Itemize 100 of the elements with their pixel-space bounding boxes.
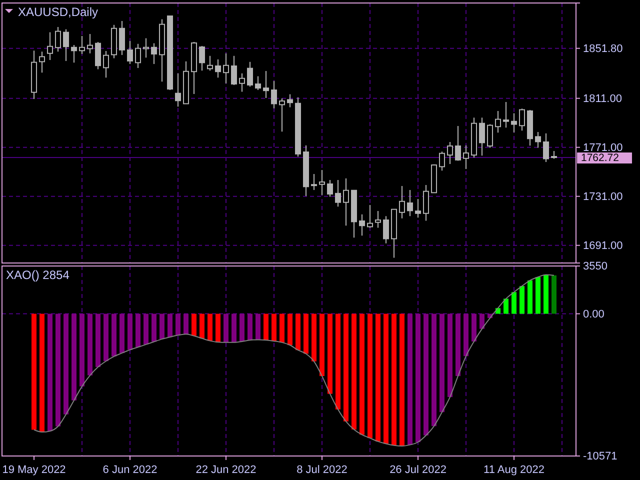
bar	[504, 298, 508, 314]
bar	[144, 314, 148, 344]
bar	[296, 314, 300, 350]
candlestick	[231, 55, 237, 86]
bar	[432, 314, 436, 426]
x-tick-label: 8 Jul 2022	[296, 464, 348, 476]
y-tick-label: 3550	[583, 260, 608, 273]
candlestick	[447, 141, 453, 164]
candlestick	[367, 204, 373, 228]
bar	[120, 314, 124, 354]
candlestick	[415, 198, 421, 218]
bar	[280, 314, 284, 342]
candlestick	[47, 32, 53, 60]
bar	[536, 277, 540, 314]
bar	[184, 314, 188, 334]
x-tick-label: 22 Jun 2022	[196, 464, 256, 476]
candlestick	[543, 132, 549, 163]
candlestick	[439, 151, 445, 172]
bar	[256, 314, 260, 340]
candlestick	[535, 132, 541, 148]
bar	[264, 314, 268, 340]
bar	[192, 314, 196, 336]
bar	[328, 314, 332, 394]
candlestick	[479, 117, 485, 156]
candlestick	[175, 72, 181, 108]
candlestick	[199, 46, 205, 72]
bar	[472, 314, 476, 342]
candlestick	[327, 180, 333, 198]
bar	[520, 286, 524, 314]
candlestick	[495, 110, 501, 134]
bar	[384, 314, 388, 444]
candlestick	[55, 26, 61, 52]
candlestick	[255, 76, 261, 90]
chart-title: XAUUSD,Daily	[18, 5, 98, 19]
candlestick	[463, 144, 469, 170]
bar	[240, 314, 244, 342]
bar	[552, 275, 556, 314]
bar	[376, 314, 380, 442]
bar	[456, 314, 460, 376]
x-tick-label: 6 Jun 2022	[102, 464, 158, 476]
bar	[104, 314, 108, 362]
bar	[248, 314, 252, 340]
y-tick-label: 1691.00	[583, 240, 623, 252]
candlestick	[423, 184, 429, 222]
candlestick	[407, 189, 413, 217]
bar	[72, 314, 76, 400]
bar	[96, 314, 100, 368]
bar	[392, 314, 396, 446]
candlestick	[279, 98, 285, 132]
bar	[312, 314, 316, 362]
candlestick	[63, 28, 69, 62]
bar	[272, 314, 276, 342]
bar	[40, 314, 44, 432]
candlestick	[215, 58, 221, 78]
y-tick-label: -10571	[583, 450, 618, 463]
bar	[232, 314, 236, 342]
bar	[64, 314, 68, 414]
bar	[352, 314, 356, 430]
candlestick	[263, 70, 269, 98]
candlestick	[151, 42, 157, 65]
bar	[408, 314, 412, 445]
candlestick	[383, 216, 389, 244]
bar	[368, 314, 372, 438]
bar	[136, 314, 140, 348]
bar	[360, 314, 364, 435]
bar	[168, 314, 172, 338]
candlestick	[71, 44, 77, 64]
bar	[528, 280, 532, 314]
bar	[216, 314, 220, 342]
candlestick	[487, 124, 493, 148]
bar	[48, 314, 52, 432]
y-tick-label: 1771.00	[583, 142, 623, 154]
candlestick	[207, 55, 213, 72]
bar	[56, 314, 60, 426]
candlestick	[343, 178, 349, 226]
candlestick	[119, 20, 125, 56]
y-tick-label: 1731.00	[583, 190, 623, 203]
candlestick	[503, 102, 509, 128]
bar	[112, 314, 116, 356]
bar	[336, 314, 340, 410]
candlestick	[375, 210, 381, 228]
candlestick	[135, 43, 141, 68]
x-tick-label: 26 Jul 2022	[390, 464, 446, 476]
candlestick	[399, 186, 405, 219]
bar	[80, 314, 84, 386]
bar	[400, 314, 404, 446]
candlestick	[311, 174, 317, 190]
bar	[544, 274, 548, 314]
bar	[160, 314, 164, 340]
candlestick	[319, 170, 325, 196]
x-tick-label: 19 May 2022	[2, 464, 66, 476]
candlestick	[287, 94, 293, 108]
bar	[208, 314, 212, 341]
bar	[88, 314, 92, 376]
candlestick	[239, 72, 245, 92]
chart-title: XAO() 2854	[6, 268, 70, 282]
candlestick	[511, 112, 517, 133]
bar	[440, 314, 444, 412]
x-tick-label: 11 Aug 2022	[484, 464, 544, 476]
candlestick	[223, 52, 229, 84]
